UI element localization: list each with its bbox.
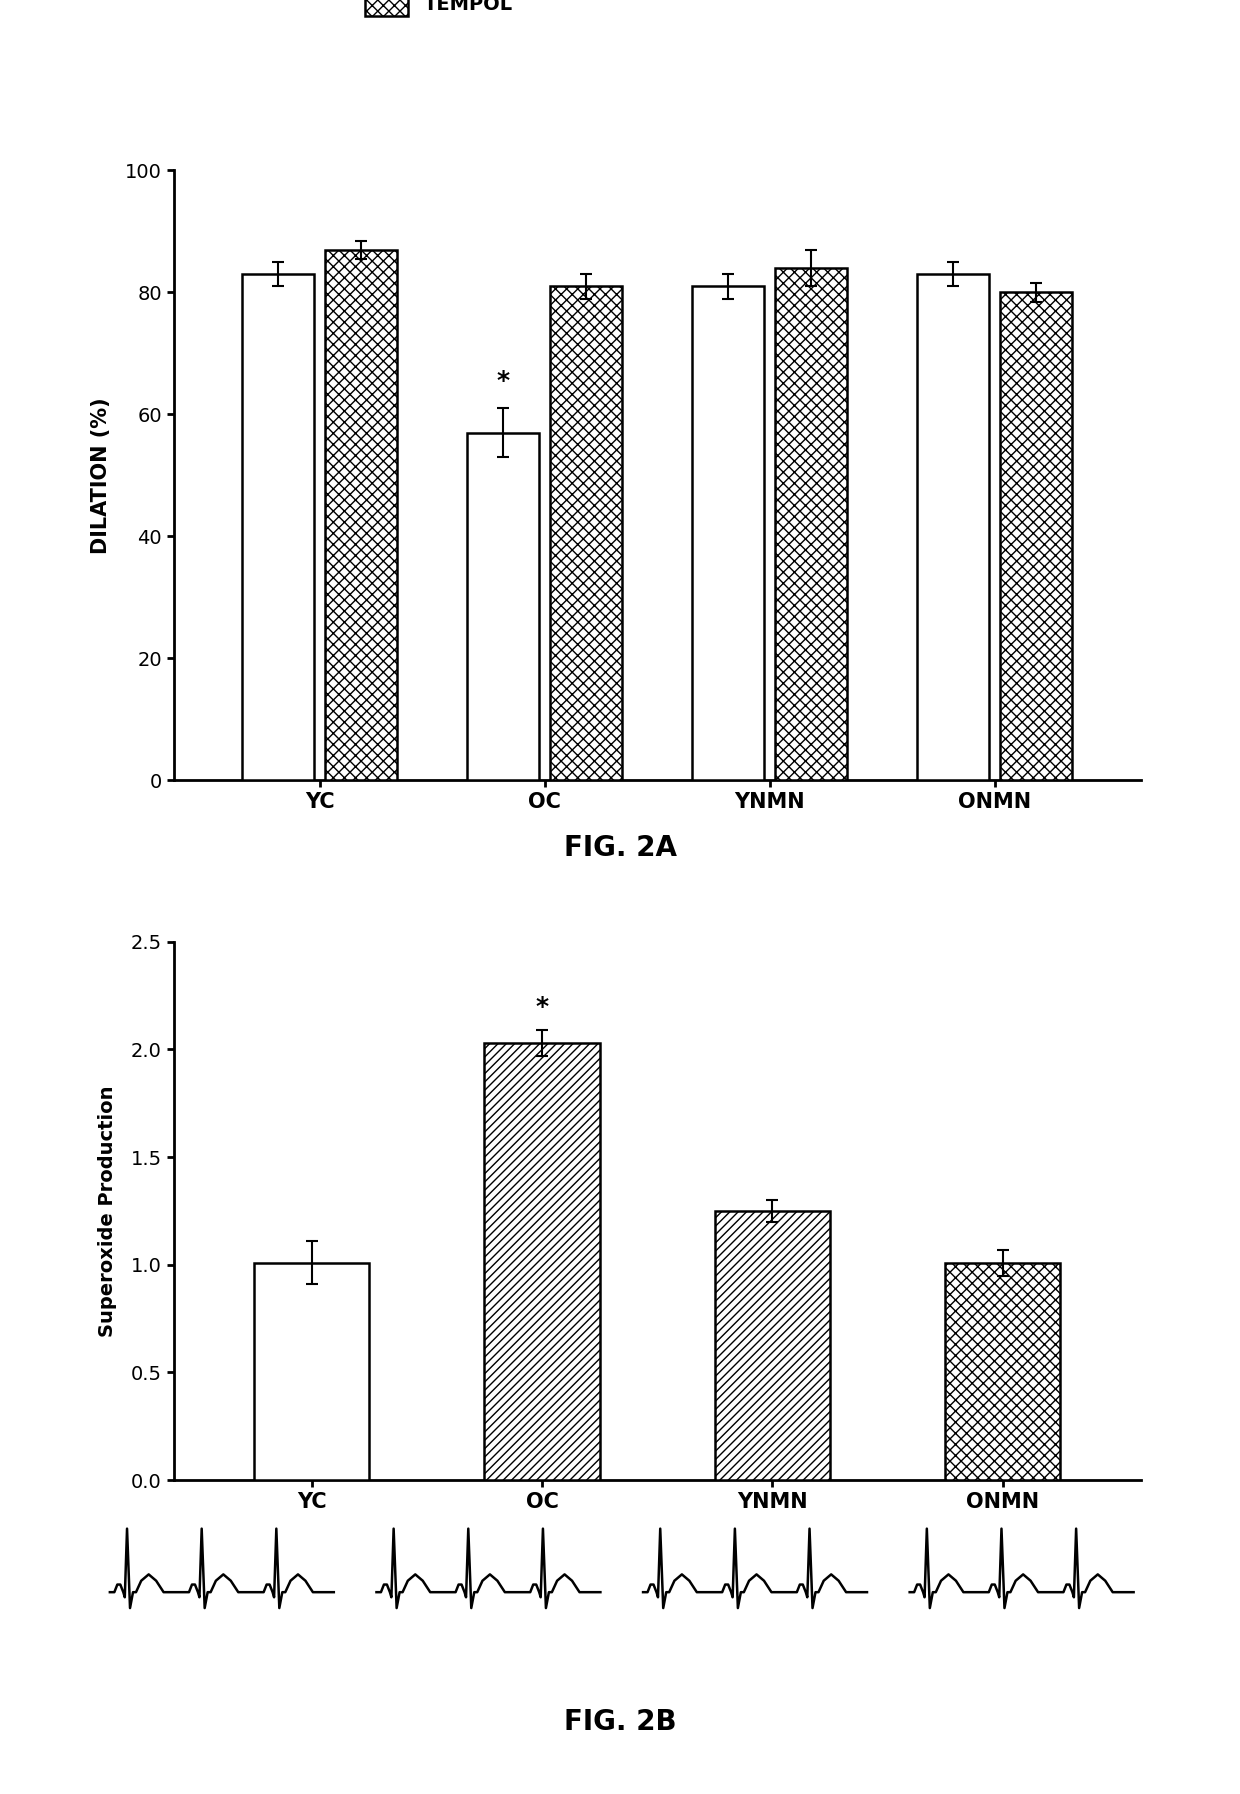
Bar xyxy=(692,287,764,780)
Bar xyxy=(775,267,847,780)
Bar xyxy=(467,432,539,780)
Bar xyxy=(918,274,990,780)
Text: FIG. 2B: FIG. 2B xyxy=(564,1708,676,1737)
Y-axis label: DILATION (%): DILATION (%) xyxy=(91,396,112,554)
Bar xyxy=(242,274,314,780)
Text: *: * xyxy=(496,370,510,393)
Y-axis label: Superoxide Production: Superoxide Production xyxy=(98,1085,117,1337)
Bar xyxy=(254,1263,370,1480)
Bar xyxy=(714,1211,830,1480)
Bar xyxy=(551,287,622,780)
Text: FIG. 2A: FIG. 2A xyxy=(563,834,677,863)
Bar xyxy=(1001,292,1073,780)
Text: *: * xyxy=(536,996,548,1019)
Legend: ACh, TEMPOL: ACh, TEMPOL xyxy=(357,0,521,23)
Bar xyxy=(945,1263,1060,1480)
Bar xyxy=(325,249,397,780)
Bar xyxy=(485,1042,600,1480)
